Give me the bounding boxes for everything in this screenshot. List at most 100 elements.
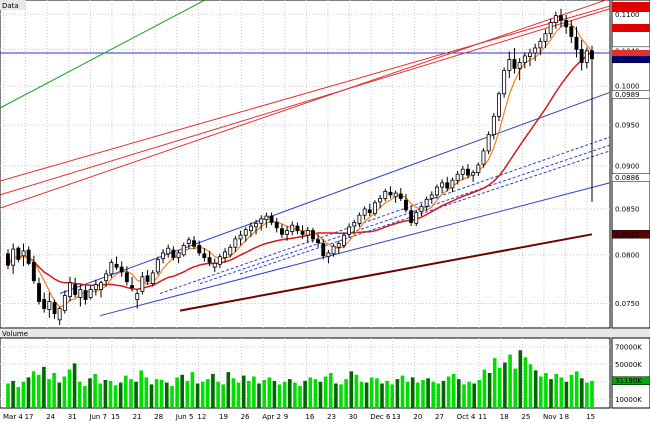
candle-body bbox=[52, 302, 57, 315]
volume-bar bbox=[323, 376, 328, 408]
volume-bar bbox=[508, 354, 512, 408]
price-tick-label: 0.0950 bbox=[615, 121, 640, 129]
volume-bar bbox=[503, 362, 507, 408]
candle-body bbox=[31, 261, 36, 282]
candle-body bbox=[192, 240, 196, 247]
volume-bar bbox=[72, 363, 77, 408]
candle-body bbox=[93, 284, 98, 290]
candle-body bbox=[88, 289, 93, 298]
price-tag-box bbox=[611, 230, 650, 239]
x-tick-label: 18 bbox=[500, 413, 509, 421]
candle-body bbox=[62, 295, 67, 312]
volume-bar bbox=[288, 379, 292, 408]
volume-tick-label: 10000K bbox=[615, 396, 642, 404]
red-channel-line bbox=[0, 8, 611, 196]
candle-body bbox=[202, 253, 207, 259]
candle-body bbox=[78, 289, 83, 298]
candle-body bbox=[393, 192, 398, 198]
volume-bar bbox=[487, 373, 492, 408]
candle-body bbox=[574, 36, 579, 50]
candle-body bbox=[42, 299, 47, 310]
candle-body bbox=[290, 224, 295, 232]
volume-bar bbox=[62, 376, 67, 408]
volume-bar bbox=[446, 376, 451, 408]
volume-bar bbox=[457, 379, 461, 408]
price-tag-label: 0.0822 bbox=[615, 231, 640, 239]
x-tick-label: 12 bbox=[197, 413, 206, 421]
volume-bar bbox=[462, 384, 466, 408]
volume-bar bbox=[241, 375, 246, 408]
price-panel-title: Data bbox=[2, 2, 19, 10]
volume-bar bbox=[293, 382, 297, 408]
red-top-tag bbox=[612, 2, 650, 12]
candle-body bbox=[450, 179, 455, 189]
volume-tick-label: 50000K bbox=[615, 361, 642, 369]
volume-bar bbox=[139, 370, 143, 408]
volume-bar bbox=[544, 373, 548, 408]
volume-header-strip bbox=[0, 329, 650, 338]
price-tick-label: 0.0900 bbox=[615, 162, 640, 170]
volume-bar bbox=[421, 380, 425, 408]
candle-body bbox=[553, 15, 558, 23]
volume-bar bbox=[231, 378, 236, 409]
candle-body bbox=[481, 150, 486, 165]
candle-body bbox=[367, 209, 372, 213]
candle-body bbox=[419, 205, 424, 213]
candle-body bbox=[109, 261, 114, 275]
x-tick-label: 13 bbox=[392, 413, 401, 421]
blue-channel-upper bbox=[59, 91, 611, 294]
volume-bar bbox=[216, 381, 220, 409]
price-tag-label: 0.0989 bbox=[615, 91, 640, 99]
candle-body bbox=[171, 249, 176, 259]
price-tick-label: 0.1000 bbox=[615, 83, 640, 91]
red-top-tag bbox=[612, 24, 650, 32]
candle-body bbox=[579, 49, 584, 63]
volume-bar bbox=[52, 373, 56, 408]
volume-tag-label: 31190K bbox=[615, 377, 642, 385]
candle-body bbox=[559, 15, 563, 21]
x-tick-label: 30 bbox=[349, 413, 358, 421]
candle-body bbox=[181, 244, 186, 256]
candle-body bbox=[285, 230, 289, 235]
volume-bar bbox=[472, 383, 476, 408]
volume-bar bbox=[252, 376, 256, 408]
candle-body bbox=[414, 212, 419, 224]
volume-bar bbox=[359, 381, 364, 409]
candle-body bbox=[73, 284, 78, 295]
volume-bar bbox=[190, 372, 195, 408]
volume-bar bbox=[308, 377, 313, 408]
red-channel-line bbox=[0, 5, 611, 182]
candle-body bbox=[274, 221, 279, 229]
volume-bar bbox=[257, 383, 261, 408]
volume-bar bbox=[149, 384, 154, 408]
long-moving-average-line bbox=[179, 233, 593, 312]
volume-bar bbox=[385, 380, 389, 408]
x-tick-label: 15 bbox=[586, 413, 595, 421]
candle-body bbox=[429, 194, 434, 199]
volume-bar bbox=[83, 386, 87, 408]
volume-bar bbox=[554, 373, 558, 408]
candle-body bbox=[486, 134, 491, 152]
x-tick-label: 26 bbox=[241, 413, 250, 421]
candle-body bbox=[16, 247, 21, 260]
volume-bar bbox=[580, 378, 584, 409]
volume-bar bbox=[339, 384, 343, 408]
candle-body bbox=[316, 239, 320, 244]
candle-body bbox=[471, 172, 476, 176]
candle-body bbox=[37, 283, 41, 302]
volume-bar bbox=[113, 385, 118, 409]
candle-body bbox=[528, 52, 532, 57]
volume-bar bbox=[267, 377, 272, 408]
candle-body bbox=[26, 249, 31, 264]
candle-body bbox=[217, 256, 222, 265]
volume-bar bbox=[354, 374, 359, 409]
fast-moving-average-line bbox=[7, 23, 593, 308]
candle-body bbox=[166, 247, 171, 255]
candle-body bbox=[455, 173, 460, 181]
volume-axis-column bbox=[611, 337, 650, 409]
candle-body bbox=[295, 225, 300, 232]
green-trend-line bbox=[0, 0, 206, 109]
candle-body bbox=[357, 214, 362, 224]
candle-body bbox=[305, 230, 310, 236]
